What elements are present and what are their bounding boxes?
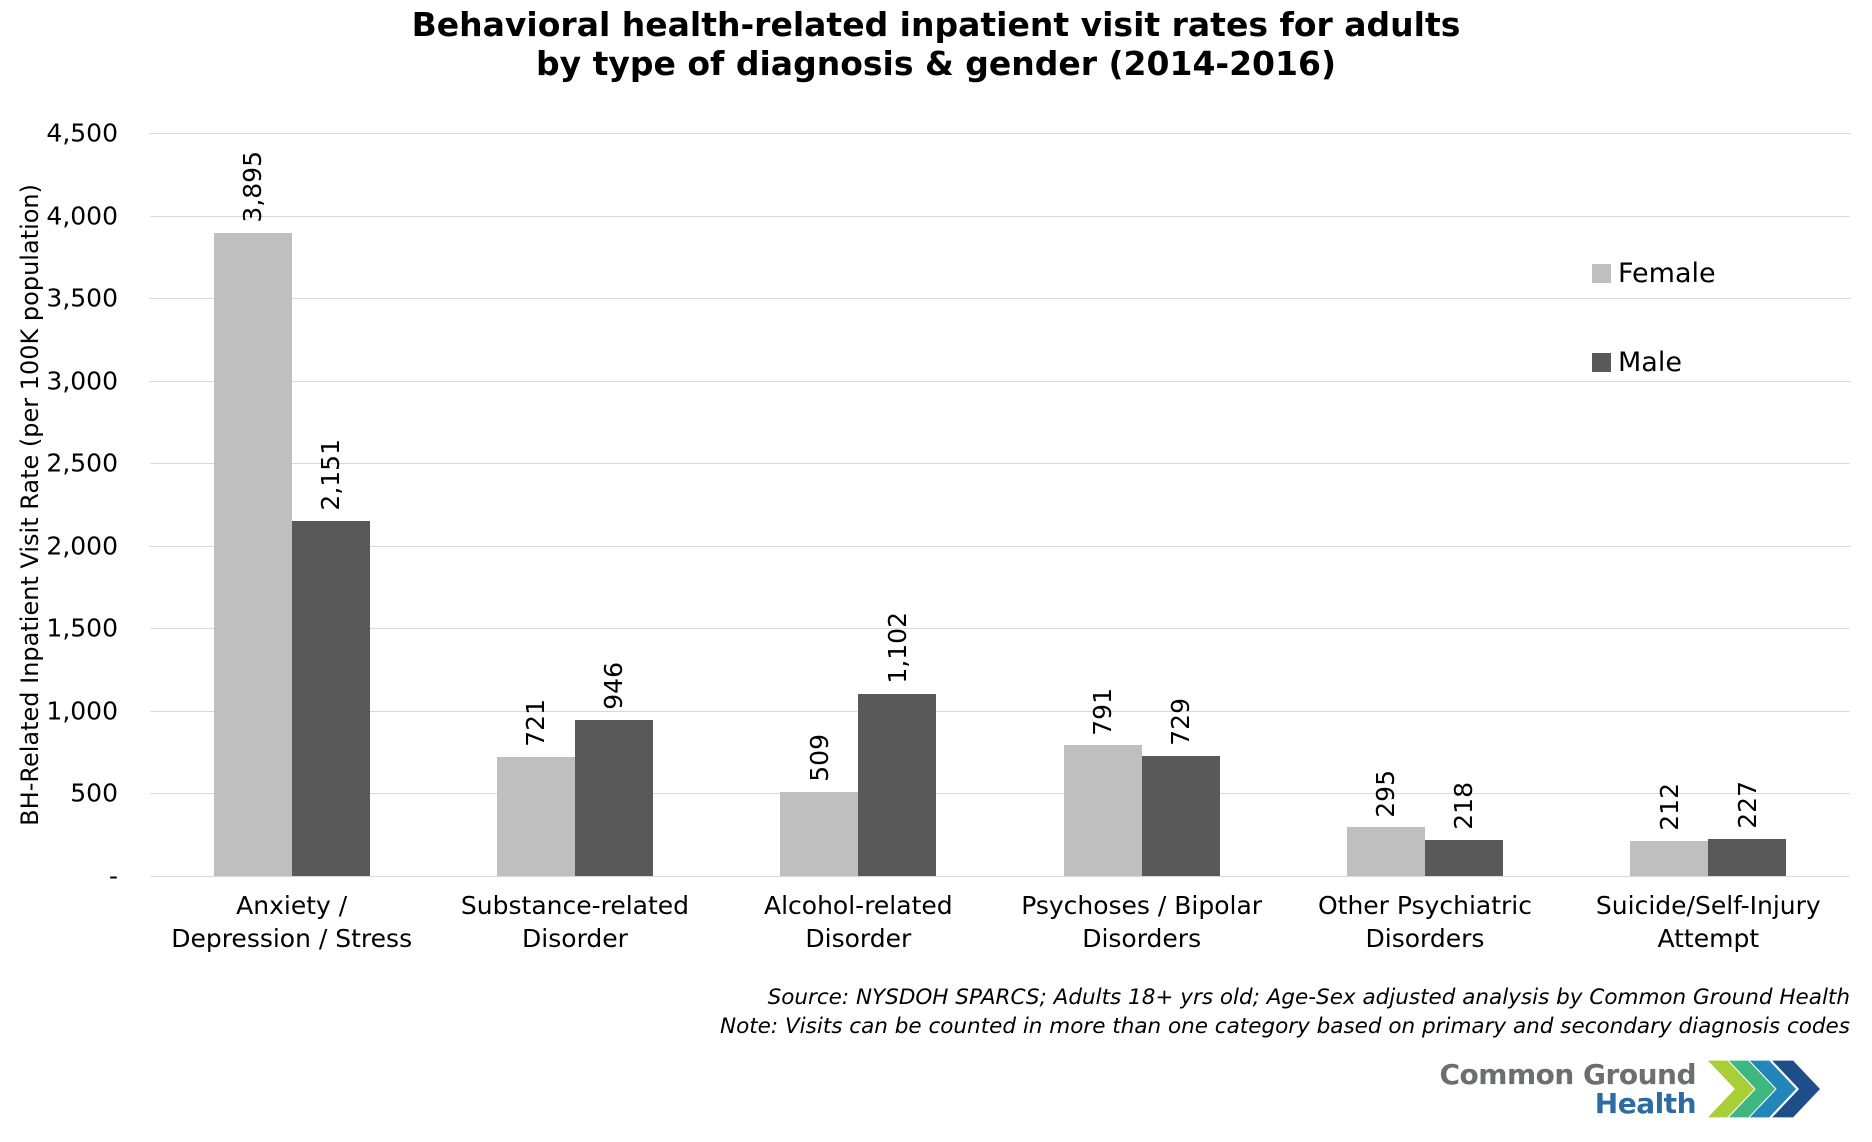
bar-pair: 721 946 <box>496 133 653 876</box>
legend-swatch-male <box>1592 353 1611 372</box>
bar-value-label: 3,895 <box>238 151 268 223</box>
bar-female <box>1063 745 1142 876</box>
gridline <box>150 793 1850 795</box>
bar-slot: 509 <box>780 133 859 876</box>
bar-value-label: 946 <box>599 662 629 710</box>
y-axis-ticks: - 500 1,000 1,500 2,000 2,500 3,000 3,500 4,000 4… <box>0 119 118 891</box>
source-note: Source: NYSDOH SPARCS; Adults 18+ yrs ol… <box>720 983 1850 1041</box>
gridline <box>150 380 1850 382</box>
bar-pair: 791 729 <box>1063 133 1220 876</box>
bar-slot: 295 <box>1346 133 1425 876</box>
bar-slot: 791 <box>1063 133 1142 876</box>
x-axis-labels: Anxiety / Depression / Stress Substance-r… <box>150 890 1850 955</box>
y-tick-label: 2,000 <box>46 531 118 561</box>
source-note-line1: Source: NYSDOH SPARCS; Adults 18+ yrs ol… <box>767 985 1850 1010</box>
y-tick-label: - <box>108 861 118 891</box>
source-note-line2: Note: Visits can be counted in more than… <box>720 1014 1850 1040</box>
x-category-label: Anxiety / Depression / Stress <box>171 891 413 953</box>
x-category-label: Suicide/Self-Injury Attempt <box>1595 891 1821 953</box>
logo-text: Common Ground Health <box>1439 1057 1697 1120</box>
y-tick-label: 1,000 <box>46 696 118 726</box>
legend-label-female: Female <box>1618 258 1716 289</box>
gridline <box>150 298 1850 300</box>
bar-value-label: 1,102 <box>882 612 912 685</box>
common-ground-health-logo: Common Ground Health <box>1439 1054 1820 1124</box>
y-tick-label: 2,500 <box>46 448 118 478</box>
y-tick-label: 4,500 <box>46 118 118 148</box>
gridline <box>150 628 1850 630</box>
legend-swatch-female <box>1592 264 1611 283</box>
y-tick-label: 4,000 <box>46 201 118 231</box>
legend-label-male: Male <box>1618 347 1682 378</box>
bar-slot: 946 <box>574 133 653 876</box>
bar-value-label: 2,151 <box>316 439 346 511</box>
bar-group: 721 946 <box>433 133 716 876</box>
y-tick-label: 1,500 <box>46 613 118 643</box>
gridline <box>150 463 1850 465</box>
bar-slot: 721 <box>496 133 575 876</box>
bar-slot: 218 <box>1424 133 1503 876</box>
bar-value-label: 729 <box>1166 697 1196 746</box>
y-tick-label: 500 <box>70 778 118 808</box>
y-tick-label: 3,500 <box>46 283 118 313</box>
bar-value-label: 509 <box>804 734 834 782</box>
bar-slot: 2,151 <box>291 133 370 876</box>
bar-female <box>780 791 859 876</box>
bar-value-label: 227 <box>1732 780 1762 829</box>
chart-title: Behavioral health-related inpatient visi… <box>0 5 1872 84</box>
bar-slot: 729 <box>1141 133 1220 876</box>
bar-male <box>1708 838 1787 876</box>
bar-female <box>1346 827 1425 876</box>
chart-title-line1: Behavioral health-related inpatient visi… <box>411 5 1461 44</box>
gridline <box>150 215 1850 217</box>
bar-value-label: 791 <box>1088 687 1118 736</box>
bar-pair: 509 1,102 <box>780 133 937 876</box>
x-category-label: Other Psychiatric Disorders <box>1317 891 1532 953</box>
gridline <box>150 710 1850 712</box>
bar-group: 791 729 <box>1000 133 1283 876</box>
chevrons-icon <box>1708 1060 1820 1118</box>
gridline <box>150 876 1850 877</box>
bar-value-label: 212 <box>1654 783 1684 831</box>
gridline <box>150 133 1850 134</box>
legend-item-male: Male <box>1592 347 1716 378</box>
bar-slot: 227 <box>1708 133 1787 876</box>
bar-group: 212 227 <box>1567 133 1850 876</box>
bar-value-label: 218 <box>1449 782 1479 831</box>
bar-value-label: 295 <box>1371 769 1401 818</box>
logo-text-line1: Common Ground <box>1439 1057 1697 1091</box>
bar-group: 509 1,102 <box>717 133 1000 876</box>
bar-female <box>1630 841 1709 876</box>
bar-group: 295 218 <box>1283 133 1566 876</box>
plot-area: 3,895 2,151 721 946 509 1,102 791 729 295 218 212 2… <box>150 133 1850 877</box>
bar-pair: 295 218 <box>1346 133 1503 876</box>
bar-female <box>496 756 575 876</box>
bar-female <box>213 232 292 876</box>
bar-pair: 3,895 2,151 <box>213 133 370 876</box>
legend-item-female: Female <box>1592 258 1716 289</box>
y-tick-label: 3,000 <box>46 366 118 396</box>
bar-group: 3,895 2,151 <box>150 133 433 876</box>
bar-male <box>291 520 370 876</box>
bar-pair: 212 227 <box>1630 133 1787 876</box>
bar-male <box>1424 840 1503 876</box>
bar-slot: 1,102 <box>858 133 937 876</box>
x-category-label: Substance-related Disorder <box>460 891 690 953</box>
bar-male <box>574 719 653 876</box>
x-category-label: Psychoses / Bipolar Disorders <box>1021 891 1263 953</box>
legend: Female Male <box>1592 258 1716 436</box>
bar-male <box>858 694 937 876</box>
logo-text-line2: Health <box>1594 1087 1697 1120</box>
gridline <box>150 545 1850 547</box>
bar-slot: 3,895 <box>213 133 292 876</box>
bar-male <box>1141 755 1220 876</box>
bar-value-label: 721 <box>521 699 551 747</box>
bar-groups: 3,895 2,151 721 946 509 1,102 791 729 295 218 212 2… <box>150 133 1850 876</box>
chart-title-line2: by type of diagnosis & gender (2014-2016… <box>535 43 1337 83</box>
x-category-label: Alcohol-related Disorder <box>764 891 953 953</box>
bar-slot: 212 <box>1630 133 1709 876</box>
